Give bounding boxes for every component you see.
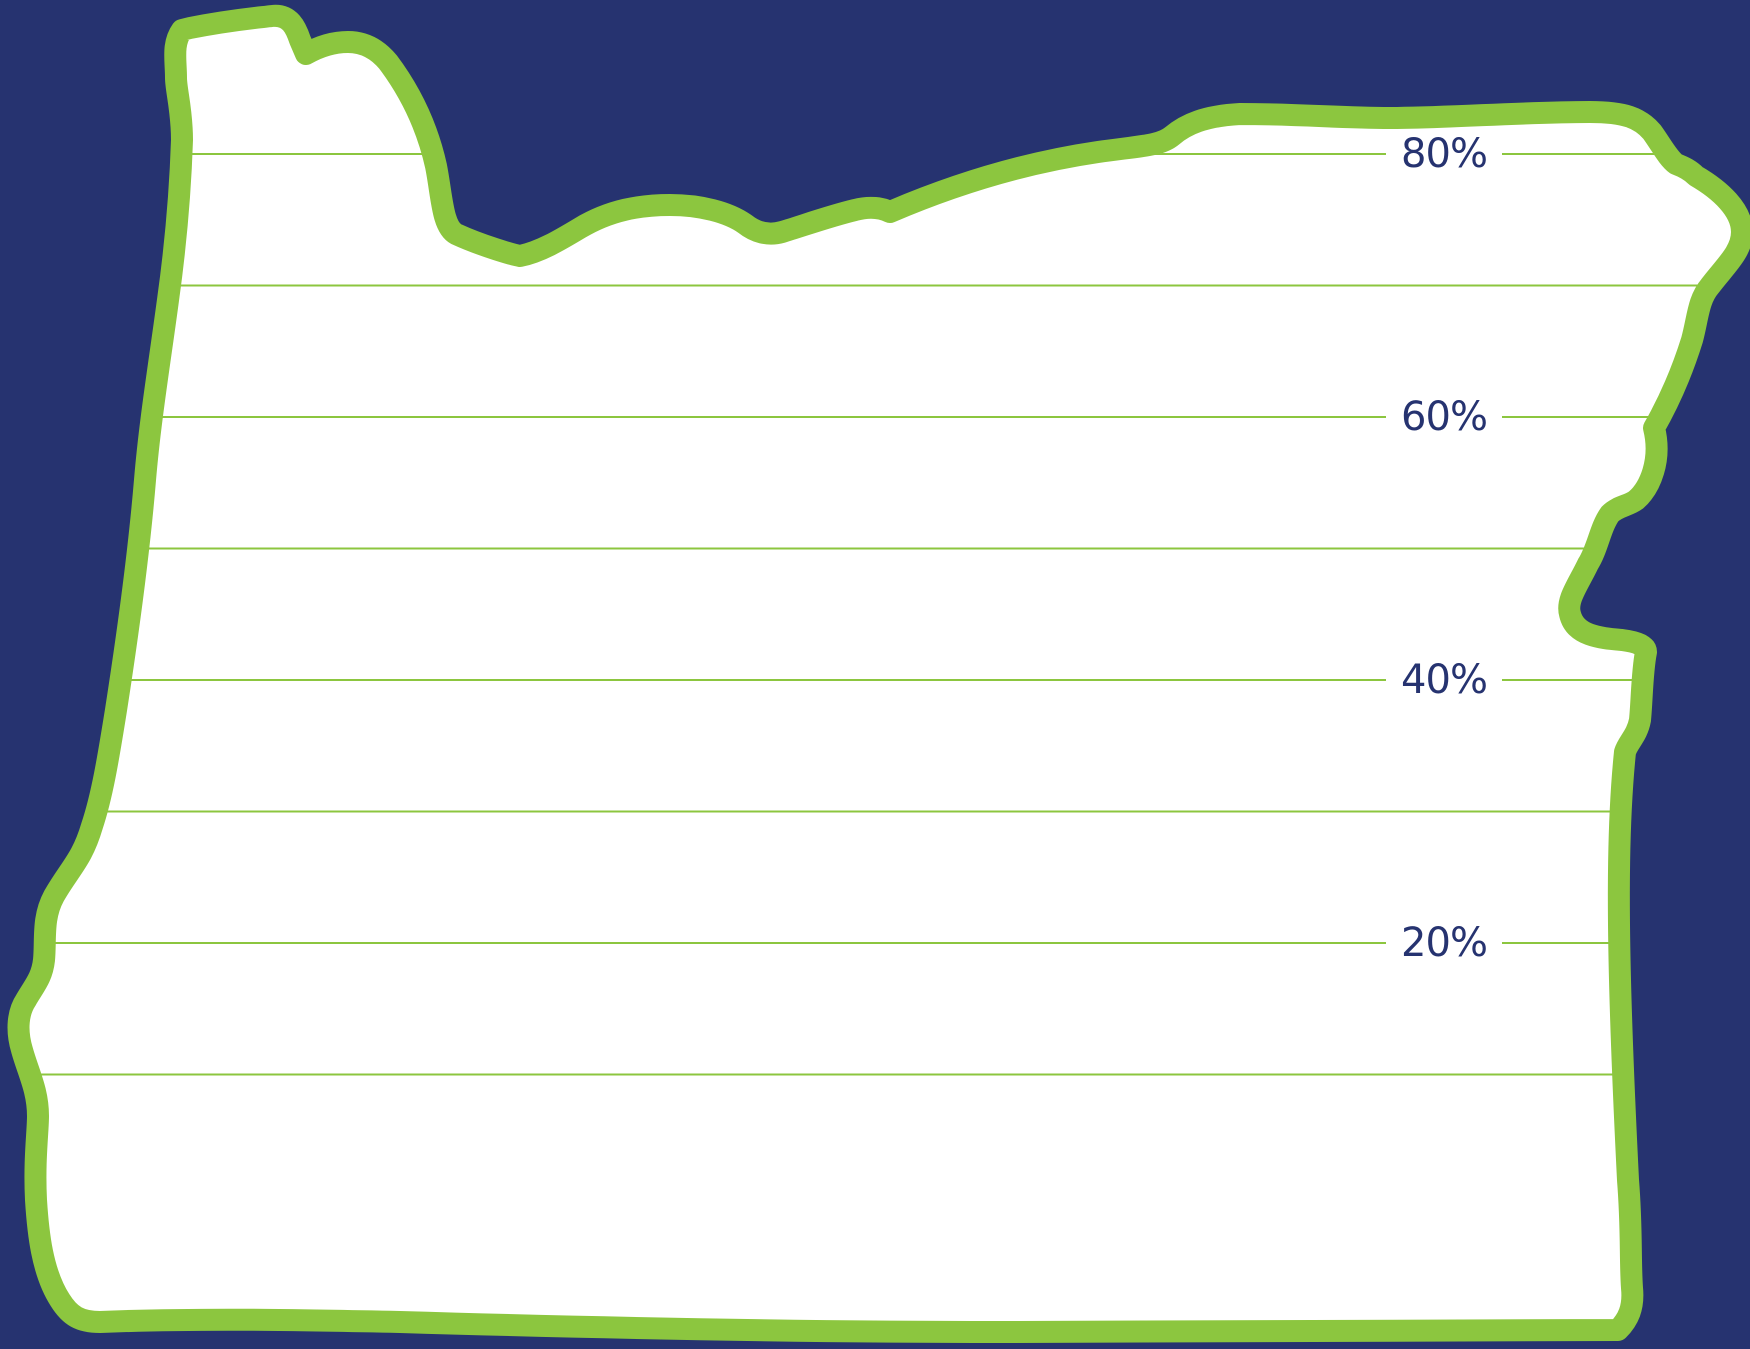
- tick-labels: 20% 40% 60% 80%: [1401, 131, 1488, 966]
- y-tick-label-80: 80%: [1401, 131, 1487, 177]
- y-tick-label-40: 40%: [1401, 657, 1487, 703]
- oregon-shape-outline: [7, 4, 1750, 1343]
- oregon-shape-fill: [18, 15, 1742, 1332]
- y-tick-label-20: 20%: [1401, 920, 1487, 966]
- y-tick-label-60: 60%: [1401, 394, 1487, 440]
